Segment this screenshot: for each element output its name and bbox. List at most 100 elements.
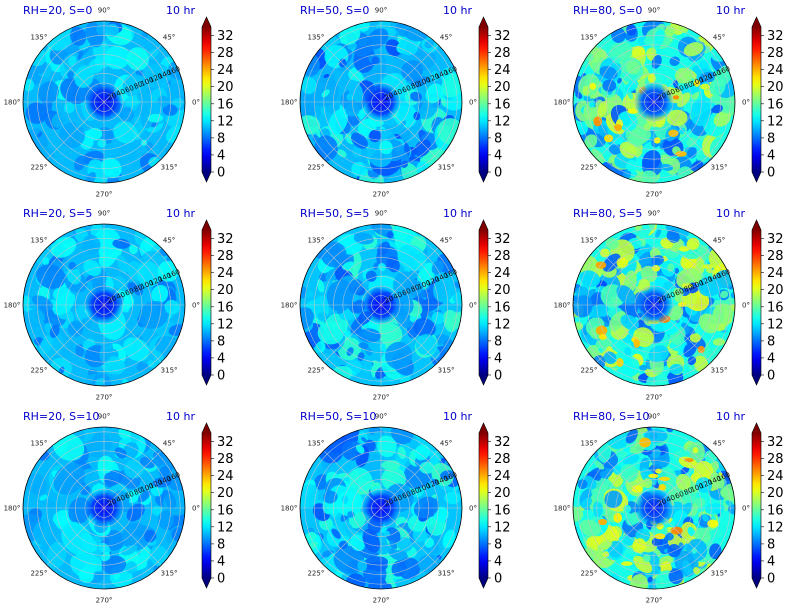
colorbar-tick-label: 28	[494, 46, 511, 61]
colorbar-tick-label: 8	[767, 131, 775, 146]
colorbar-tick-label: 16	[494, 503, 511, 518]
angle-tick-label: 270°	[96, 394, 113, 402]
angle-tick-label: 135°	[30, 33, 47, 41]
colorbar-extend-min	[479, 578, 488, 588]
colorbar-tick-label: 24	[494, 469, 511, 484]
panel-time-label: 10 hr	[166, 410, 195, 423]
colorbar-bar	[202, 27, 211, 172]
angle-tick-label: 270°	[96, 191, 113, 199]
radial-tick-label: 60	[401, 490, 412, 501]
polar-frame	[572, 20, 736, 184]
colorbar-tick-label: 16	[217, 300, 234, 315]
colorbar-tick-label: 12	[217, 317, 234, 332]
panel-6: 0°45°90°135°180°225°270°315°204060801001…	[554, 207, 784, 402]
colorbar-extend-min	[479, 375, 488, 385]
colorbar-tick-label: 0	[217, 369, 225, 384]
angle-tick-label: 45°	[440, 439, 452, 447]
colorbar-tick-label: 28	[494, 452, 511, 467]
colorbar-tick-label: 8	[217, 537, 225, 552]
angle-tick-label: 135°	[30, 236, 47, 244]
radial-tick-label: 80	[133, 80, 144, 91]
radial-tick-label: 60	[124, 84, 135, 95]
angle-tick-label: 225°	[30, 164, 47, 172]
angle-tick-label: 45°	[713, 33, 725, 41]
angle-tick-label: 315°	[161, 367, 178, 375]
colorbar-bar	[752, 433, 761, 578]
radial-tick-label: 60	[401, 84, 412, 95]
radial-tick-label: 20	[656, 497, 667, 508]
colorbar-tick-label: 20	[217, 283, 234, 298]
panel-title: RH=80, S=5	[573, 207, 642, 220]
colorbar-tick-label: 24	[767, 63, 784, 78]
colorbar-bar	[752, 230, 761, 375]
radial-tick-label: 20	[106, 294, 117, 305]
colorbar-tick-label: 12	[767, 114, 784, 129]
angle-tick-label: 225°	[30, 367, 47, 375]
angle-tick-label: 270°	[96, 597, 113, 605]
colorbar-tick-label: 8	[494, 334, 502, 349]
panel-8: 0°45°90°135°180°225°270°315°204060801001…	[281, 410, 511, 605]
colorbar-tick-label: 8	[217, 131, 225, 146]
colorbar-tick-label: 20	[767, 80, 784, 95]
angle-tick-label: 270°	[373, 394, 390, 402]
angle-tick-label: 0°	[192, 505, 200, 513]
colorbar-tick-label: 28	[217, 46, 234, 61]
colorbar-extend-min	[752, 375, 761, 385]
colorbar-extend-max	[202, 423, 211, 433]
panel-time-label: 10 hr	[443, 207, 472, 220]
radial-tick-label: 80	[133, 486, 144, 497]
radial-tick-label: 60	[124, 490, 135, 501]
colorbar-tick-label: 20	[767, 486, 784, 501]
colorbar-tick-label: 12	[494, 317, 511, 332]
colorbar-extend-min	[479, 172, 488, 182]
panel-2: 0°45°90°135°180°225°270°315°204060801001…	[281, 4, 511, 199]
radial-tick-label: 40	[115, 87, 126, 98]
colorbar-tick-label: 4	[767, 554, 775, 569]
polar-frame	[572, 426, 736, 590]
angle-tick-label: 90°	[98, 210, 110, 218]
colorbar-extend-min	[202, 375, 211, 385]
angle-tick-label: 225°	[307, 164, 324, 172]
colorbar: 0 4 8 12 16 20 24 28 32	[201, 422, 234, 589]
radial-tick-label: 80	[683, 486, 694, 497]
panel-7: 0°45°90°135°180°225°270°315°204060801001…	[4, 410, 234, 605]
colorbar-tick-label: 28	[217, 452, 234, 467]
colorbar-tick-label: 0	[767, 166, 775, 181]
colorbar-tick-label: 12	[217, 520, 234, 535]
colorbar-tick-label: 8	[767, 334, 775, 349]
angle-tick-label: 135°	[307, 236, 324, 244]
colorbar-extend-min	[752, 172, 761, 182]
colorbar-extend-max	[752, 220, 761, 230]
colorbar-tick-label: 24	[217, 266, 234, 281]
angle-tick-label: 315°	[161, 570, 178, 578]
radial-tick-label: 80	[133, 283, 144, 294]
radial-tick-label: 40	[392, 290, 403, 301]
colorbar-tick-label: 32	[494, 435, 511, 450]
colorbar-extend-max	[479, 17, 488, 27]
radial-tick-label: 40	[392, 493, 403, 504]
angle-tick-label: 45°	[440, 33, 452, 41]
angle-tick-label: 90°	[648, 7, 660, 15]
colorbar-tick-label: 32	[217, 232, 234, 247]
colorbar-tick-label: 16	[217, 503, 234, 518]
colorbar-tick-label: 20	[217, 80, 234, 95]
colorbar: 0 4 8 12 16 20 24 28 32	[751, 219, 784, 386]
angle-tick-label: 0°	[469, 302, 477, 310]
colorbar-tick-label: 32	[767, 435, 784, 450]
colorbar-tick-label: 12	[767, 317, 784, 332]
polar-grid	[23, 21, 185, 183]
angle-tick-label: 225°	[580, 570, 597, 578]
angle-tick-label: 225°	[307, 570, 324, 578]
radial-tick-label: 80	[410, 283, 421, 294]
colorbar-bar	[202, 230, 211, 375]
angle-tick-label: 135°	[307, 33, 324, 41]
panel-time-label: 10 hr	[443, 410, 472, 423]
colorbar-tick-label: 24	[217, 469, 234, 484]
polar-frame	[572, 223, 736, 387]
colorbar-tick-label: 28	[767, 46, 784, 61]
radial-tick-label: 20	[383, 294, 394, 305]
colorbar-tick-label: 16	[767, 97, 784, 112]
angle-tick-label: 90°	[375, 7, 387, 15]
colorbar-extend-max	[202, 17, 211, 27]
angle-tick-label: 45°	[713, 439, 725, 447]
